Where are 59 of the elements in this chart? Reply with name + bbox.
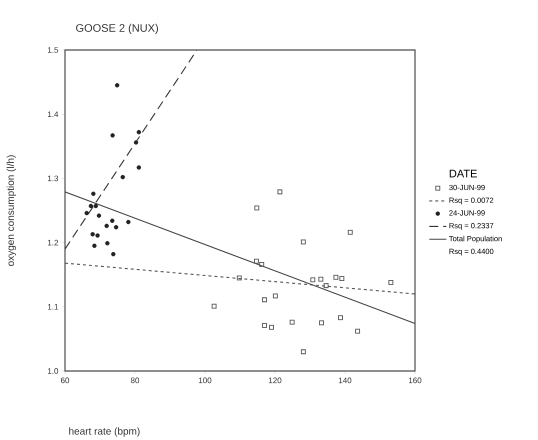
x-tick-label: 160: [408, 378, 422, 384]
point: [333, 274, 338, 280]
point: [338, 315, 343, 320]
y-tick-label: 1.2: [48, 240, 58, 246]
point: [310, 277, 316, 282]
point: [92, 244, 97, 248]
x-tick-label: 120: [268, 378, 282, 384]
point: [254, 205, 260, 210]
y-tick-label: 1.1: [48, 304, 58, 310]
point: [388, 280, 394, 285]
point: [319, 320, 324, 326]
point: [126, 220, 131, 224]
point: [290, 320, 295, 325]
point: [272, 293, 278, 298]
point: [277, 189, 282, 194]
point: [94, 204, 98, 208]
point: [88, 204, 94, 208]
x-tick-label: 80: [130, 378, 140, 384]
point: [104, 224, 109, 228]
point: [110, 133, 115, 138]
x-axis-title: heart rate (bpm): [69, 427, 140, 437]
point: [136, 165, 142, 170]
y-tick-label: 1.0: [48, 368, 58, 374]
x-tick-label: 100: [198, 378, 212, 384]
point: [96, 213, 102, 218]
x-tick-label: 60: [60, 378, 70, 384]
point: [262, 297, 267, 302]
point: [269, 324, 274, 330]
point: [259, 262, 264, 267]
point: [134, 140, 138, 145]
point: [212, 304, 217, 309]
y-tick-label: 1.4: [48, 111, 58, 117]
point: [262, 322, 267, 328]
point: [114, 83, 120, 88]
point: [84, 210, 89, 216]
point: [355, 328, 360, 334]
legend-title: DATE: [450, 170, 477, 178]
point: [324, 283, 329, 288]
point: [110, 218, 114, 223]
point: [105, 241, 110, 246]
point: [111, 252, 116, 256]
point: [300, 349, 306, 354]
point: [90, 232, 95, 236]
point: [236, 275, 242, 280]
x-tick-label: 140: [338, 378, 352, 384]
y-axis-title: oxygen consumption (l/h): [6, 155, 16, 266]
point: [95, 233, 100, 238]
point: [339, 276, 344, 282]
y-tick-label: 1.3: [48, 176, 58, 182]
point: [254, 258, 259, 264]
point: [318, 276, 324, 282]
point: [348, 230, 353, 235]
point: [300, 240, 306, 244]
chart-title: GOOSE 2 (NUX): [76, 24, 158, 34]
point: [114, 224, 118, 230]
point: [136, 130, 142, 134]
y-tick-label: 1.5: [48, 47, 58, 53]
point: [91, 192, 96, 196]
point: [120, 174, 125, 180]
